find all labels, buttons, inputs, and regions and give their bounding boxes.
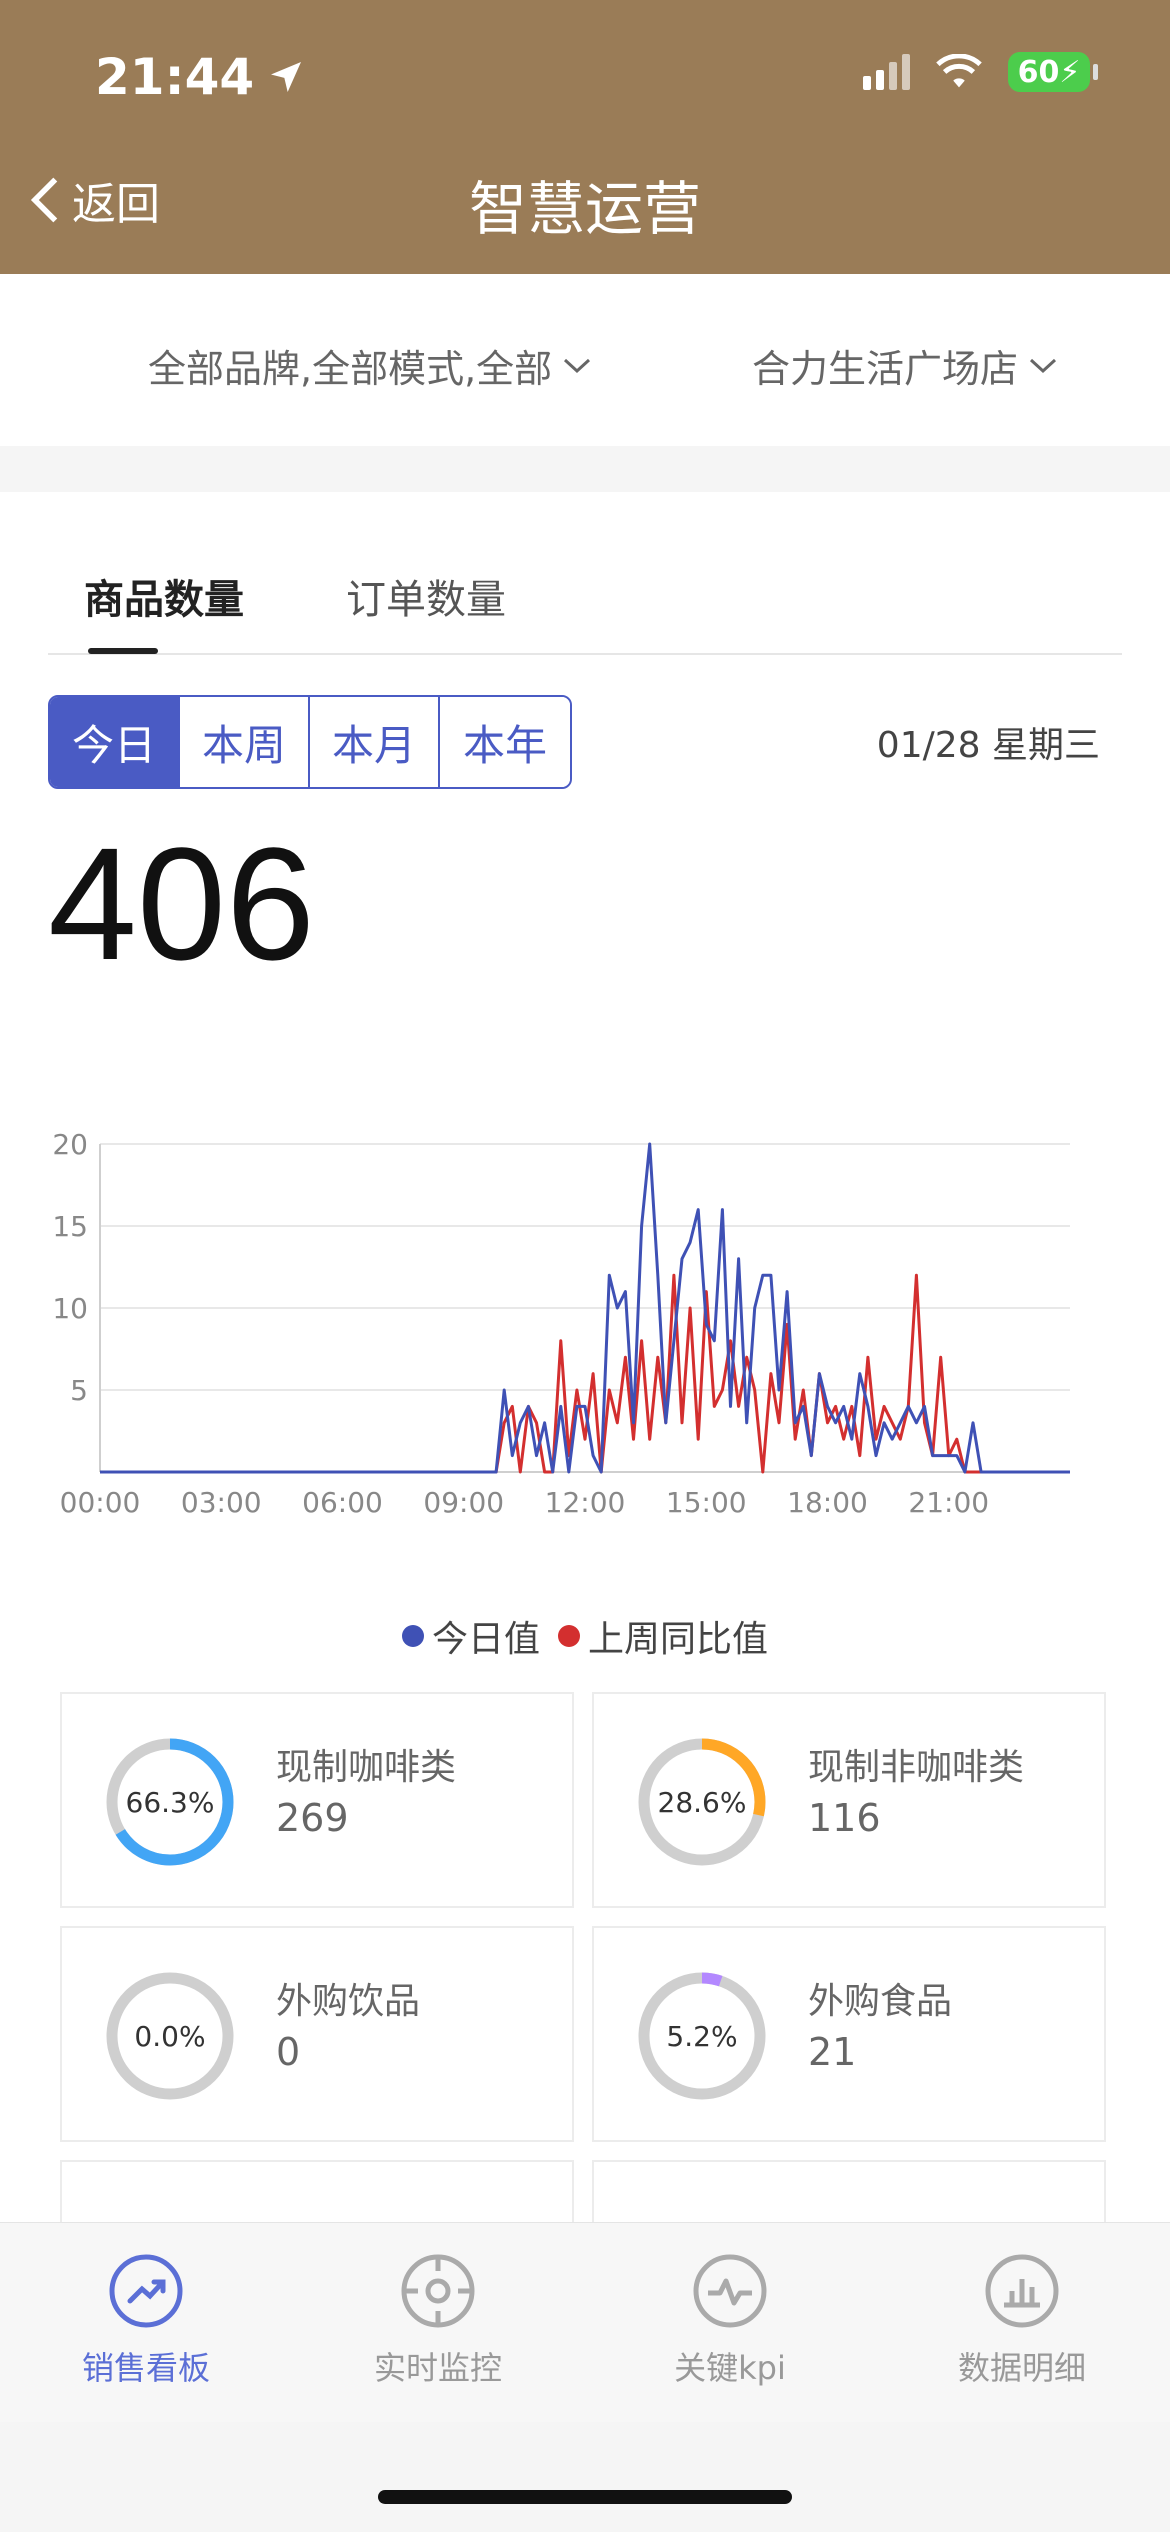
donut-ring [106,1972,234,2100]
y-axis-labels: 5 10 15 20 [52,1128,88,1407]
pulse-icon [693,2254,767,2328]
ring-track [106,1972,234,2100]
x-tick-label: 00:00 [60,1486,141,1519]
category-value: 0 [276,2030,301,2074]
tabbar-label: 销售看板 [81,2349,210,2387]
tabbar-key-kpi[interactable]: 关键kpi [630,2251,830,2389]
chevron-down-icon [564,358,591,373]
clock: 21:44 [95,48,255,106]
chart-grid [99,1143,1070,1473]
category-name: 外购饮品 [276,1981,421,2022]
filter-bar: 全部品牌,全部模式,全部 合力生活广场店 [0,274,1170,446]
active-tab-indicator [88,648,158,654]
category-name: 外购食品 [808,1981,953,2022]
ring-fill [106,1738,234,1866]
stats-card: 商品数量 订单数量 今日 本周 本月 本年 01/28 星期三 406 5 10 1… [0,492,1170,2280]
target-icon [401,2254,475,2328]
brand-filter-dropdown[interactable]: 全部品牌,全部模式,全部 [148,338,592,393]
period-month[interactable]: 本月 [310,697,440,787]
back-label: 返回 [72,179,160,230]
location-arrow-icon [271,62,302,92]
category-name: 现制非咖啡类 [808,1747,1025,1788]
x-tick-label: 18:00 [787,1486,868,1519]
chart-series [100,1142,1070,1474]
chevron-left-icon [30,177,58,223]
status-time: 21:44 [95,48,306,106]
percent-label: 66.3% [125,1785,215,1819]
store-filter-dropdown[interactable]: 合力生活广场店 [752,338,1058,393]
ring-fill [638,1972,766,2100]
page-title: 智慧运营 [468,175,701,243]
tabbar-sales-dashboard[interactable]: 销售看板 [46,2251,246,2389]
x-tick-label: 15:00 [666,1486,747,1519]
percent-label: 5.2% [666,2019,738,2053]
battery-icon: 60 ⚡ [1008,52,1098,92]
legend-label-last-week: 上周同比值 [588,1619,769,1660]
period-week[interactable]: 本周 [180,697,310,787]
x-tick-label: 06:00 [302,1486,383,1519]
tabbar-data-detail[interactable]: 数据明细 [922,2251,1122,2389]
x-tick-label: 21:00 [908,1486,989,1519]
line-chart: 5 10 15 20 00:00 03:00 06:00 09:00 12:00 15:00 18… [52,1128,1070,1519]
metric-tabs: 商品数量 订单数量 [48,547,1122,655]
brand-filter-label: 全部品牌,全部模式,全部 [148,347,553,391]
series-line [100,1142,1070,1474]
x-tick-label: 03:00 [181,1486,262,1519]
x-tick-label: 09:00 [423,1486,504,1519]
chevron-down-icon [1030,358,1057,373]
donut-ring [638,1738,766,1866]
tabbar-label: 数据明细 [957,2349,1086,2387]
category-value: 269 [276,1796,349,1840]
tab-item-count[interactable]: 商品数量 [84,577,244,623]
total-count: 406 [48,814,315,993]
status-indicators: 60 ⚡ [863,52,1098,92]
y-tick-label: 10 [52,1292,88,1325]
period-year[interactable]: 本年 [440,697,570,787]
current-date: 01/28 星期三 [876,725,1100,766]
ring-fill [638,1738,766,1866]
home-indicator [378,2490,792,2504]
donut-ring [106,1738,234,1866]
legend-dot-last-week [558,1625,580,1647]
bottom-tab-bar: 销售看板 实时监控 关键kpi 数据明细 [0,2222,1170,2422]
tabbar-label: 实时监控 [373,2349,502,2387]
series-line [100,1273,1070,1474]
tabbar-realtime-monitor[interactable]: 实时监控 [338,2251,538,2389]
y-tick-label: 5 [70,1374,88,1407]
wifi-icon [936,54,982,88]
x-axis-labels: 00:00 03:00 06:00 09:00 12:00 15:00 18:00 21:00 [60,1486,989,1519]
x-tick-label: 12:00 [545,1486,626,1519]
tab-order-count[interactable]: 订单数量 [346,577,506,623]
period-today[interactable]: 今日 [50,697,180,787]
category-value: 116 [808,1796,881,1840]
store-filter-label: 合力生活广场店 [752,347,1019,391]
category-card[interactable]: 5.2% 外购食品 21 [592,1926,1106,2142]
period-selector: 今日 本周 本月 本年 [48,695,572,789]
bar-chart-icon [985,2254,1059,2328]
category-card[interactable]: 0.0% 外购饮品 0 [60,1926,574,2142]
category-name: 现制咖啡类 [276,1747,457,1788]
cellular-signal-icon [863,54,910,90]
legend-label-today: 今日值 [431,1619,540,1660]
donut-ring [638,1972,766,2100]
legend-item-last-week[interactable]: 上周同比值 [558,1610,768,1662]
percent-label: 28.6% [657,1785,747,1819]
battery-level: 60 [1017,54,1060,90]
category-card[interactable]: 66.3% 现制咖啡类 269 [60,1692,574,1908]
top-bar: 21:44 60 ⚡ 返回 智慧运营 [0,0,1170,274]
legend-dot-today [401,1625,424,1647]
percent-label: 0.0% [134,2019,206,2053]
trend-icon [109,2254,183,2328]
category-value: 21 [808,2030,857,2074]
y-tick-label: 15 [52,1210,88,1243]
tabbar-label: 关键kpi [674,2349,786,2387]
category-card[interactable]: 28.6% 现制非咖啡类 116 [592,1692,1106,1908]
chart-legend: 今日值 上周同比值 [0,1610,1170,1662]
legend-item-today[interactable]: 今日值 [401,1610,540,1662]
y-tick-label: 20 [52,1128,88,1161]
back-button[interactable]: 返回 [26,168,160,232]
